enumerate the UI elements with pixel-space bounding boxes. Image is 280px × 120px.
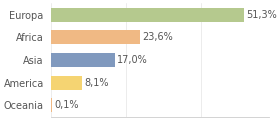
Text: 51,3%: 51,3% xyxy=(246,10,277,20)
Text: 8,1%: 8,1% xyxy=(84,78,108,88)
Text: 17,0%: 17,0% xyxy=(117,55,148,65)
Bar xyxy=(51,76,82,90)
Bar xyxy=(51,98,52,112)
Text: 0,1%: 0,1% xyxy=(54,100,78,110)
Bar xyxy=(51,8,244,22)
Bar xyxy=(51,30,140,44)
Bar xyxy=(51,53,115,67)
Text: 23,6%: 23,6% xyxy=(142,32,173,42)
